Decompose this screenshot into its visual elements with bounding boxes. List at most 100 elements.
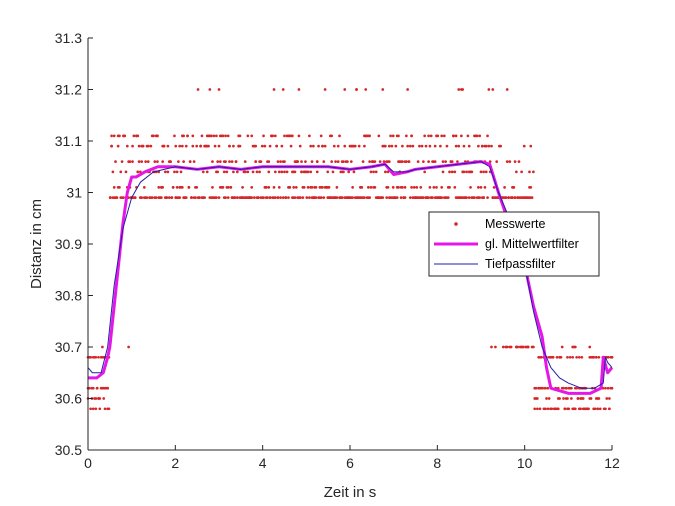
messwert-point	[234, 160, 238, 163]
messwert-point	[606, 355, 610, 359]
messwert-point	[558, 397, 561, 400]
messwert-point	[512, 186, 516, 189]
messwert-point	[395, 196, 399, 199]
messwert-point	[465, 196, 468, 199]
x-tick-label: 4	[259, 455, 267, 471]
messwert-point	[262, 196, 265, 199]
messwert-point	[195, 144, 199, 148]
messwert-point	[336, 160, 340, 163]
messwert-point	[246, 170, 250, 174]
messwert-point	[372, 170, 375, 174]
messwert-point	[360, 186, 364, 189]
messwert-point	[226, 186, 230, 189]
messwert-point	[533, 407, 537, 411]
messwert-point	[224, 196, 227, 199]
messwert-point	[101, 345, 104, 349]
messwert-point	[439, 144, 442, 148]
messwert-point	[391, 186, 395, 189]
messwert-point	[273, 170, 277, 174]
messwert-point	[368, 160, 371, 163]
messwert-point	[209, 134, 213, 138]
messwert-point	[283, 160, 286, 163]
messwert-point	[211, 186, 214, 189]
messwert-point	[154, 196, 158, 199]
messwert-point	[170, 196, 174, 199]
messwert-point	[115, 196, 119, 199]
messwert-point	[123, 134, 127, 138]
messwert-point	[191, 134, 195, 138]
messwert-point	[427, 196, 430, 199]
y-tick-label: 30.7	[55, 339, 82, 355]
messwert-point	[606, 386, 610, 390]
messwert-point	[469, 186, 472, 189]
messwert-point	[429, 134, 433, 138]
messwert-point	[201, 170, 205, 174]
messwert-point	[267, 186, 271, 189]
messwert-point	[280, 144, 284, 148]
messwert-point	[208, 88, 212, 91]
messwert-point	[140, 160, 144, 163]
y-tick-label: 31.3	[55, 30, 82, 46]
messwert-point	[332, 144, 336, 148]
messwert-point	[343, 144, 347, 148]
messwert-point	[410, 134, 413, 138]
messwert-point	[321, 144, 324, 148]
messwert-point	[215, 134, 218, 138]
messwert-point	[570, 386, 573, 390]
messwert-point	[211, 160, 214, 163]
messwert-point	[217, 88, 221, 91]
messwert-point	[495, 160, 499, 163]
messwert-point	[194, 196, 197, 199]
messwert-point	[142, 186, 146, 189]
x-tick-label: 8	[433, 455, 441, 471]
messwert-point	[221, 134, 225, 138]
messwert-point	[401, 186, 404, 189]
messwert-point	[373, 160, 377, 163]
messwert-point	[228, 144, 231, 148]
legend: Messwerte gl. Mittelwertfilter Tiefpassf…	[428, 211, 600, 277]
messwert-point	[94, 397, 98, 400]
messwert-point	[95, 386, 99, 390]
messwert-point	[347, 170, 351, 174]
messwert-point	[448, 170, 451, 174]
messwert-point	[440, 196, 444, 199]
messwert-point	[156, 160, 159, 163]
messwert-point	[346, 160, 349, 163]
messwert-point	[571, 355, 575, 359]
messwert-point	[322, 160, 326, 163]
messwert-point	[298, 144, 302, 148]
messwert-point	[260, 144, 264, 148]
messwert-point	[137, 144, 141, 148]
messwert-point	[492, 186, 496, 189]
messwert-point	[319, 196, 323, 199]
messwert-point	[384, 144, 387, 148]
messwert-point	[450, 170, 454, 174]
messwert-point	[526, 345, 530, 349]
messwert-point	[467, 144, 471, 148]
messwert-point	[520, 170, 523, 174]
messwert-point	[353, 144, 357, 148]
messwert-point	[250, 196, 254, 199]
messwert-point	[547, 397, 551, 400]
messwert-point	[232, 144, 235, 148]
messwert-point	[352, 170, 356, 174]
messwert-point	[264, 186, 268, 189]
messwert-point	[411, 144, 415, 148]
messwert-point	[309, 170, 313, 174]
messwert-point	[186, 134, 189, 138]
messwert-point	[315, 170, 319, 174]
messwert-point	[305, 196, 309, 199]
messwert-point	[534, 386, 538, 390]
messwert-point	[308, 134, 311, 138]
messwert-point	[304, 160, 307, 163]
messwert-point	[516, 345, 520, 349]
messwert-point	[294, 186, 298, 189]
y-tick-label: 31.2	[55, 82, 82, 98]
messwert-point	[424, 144, 428, 148]
messwert-point	[508, 160, 512, 163]
messwert-point	[190, 196, 193, 199]
messwert-point	[335, 196, 339, 199]
messwert-point	[391, 134, 395, 138]
filter-lines	[87, 160, 614, 395]
